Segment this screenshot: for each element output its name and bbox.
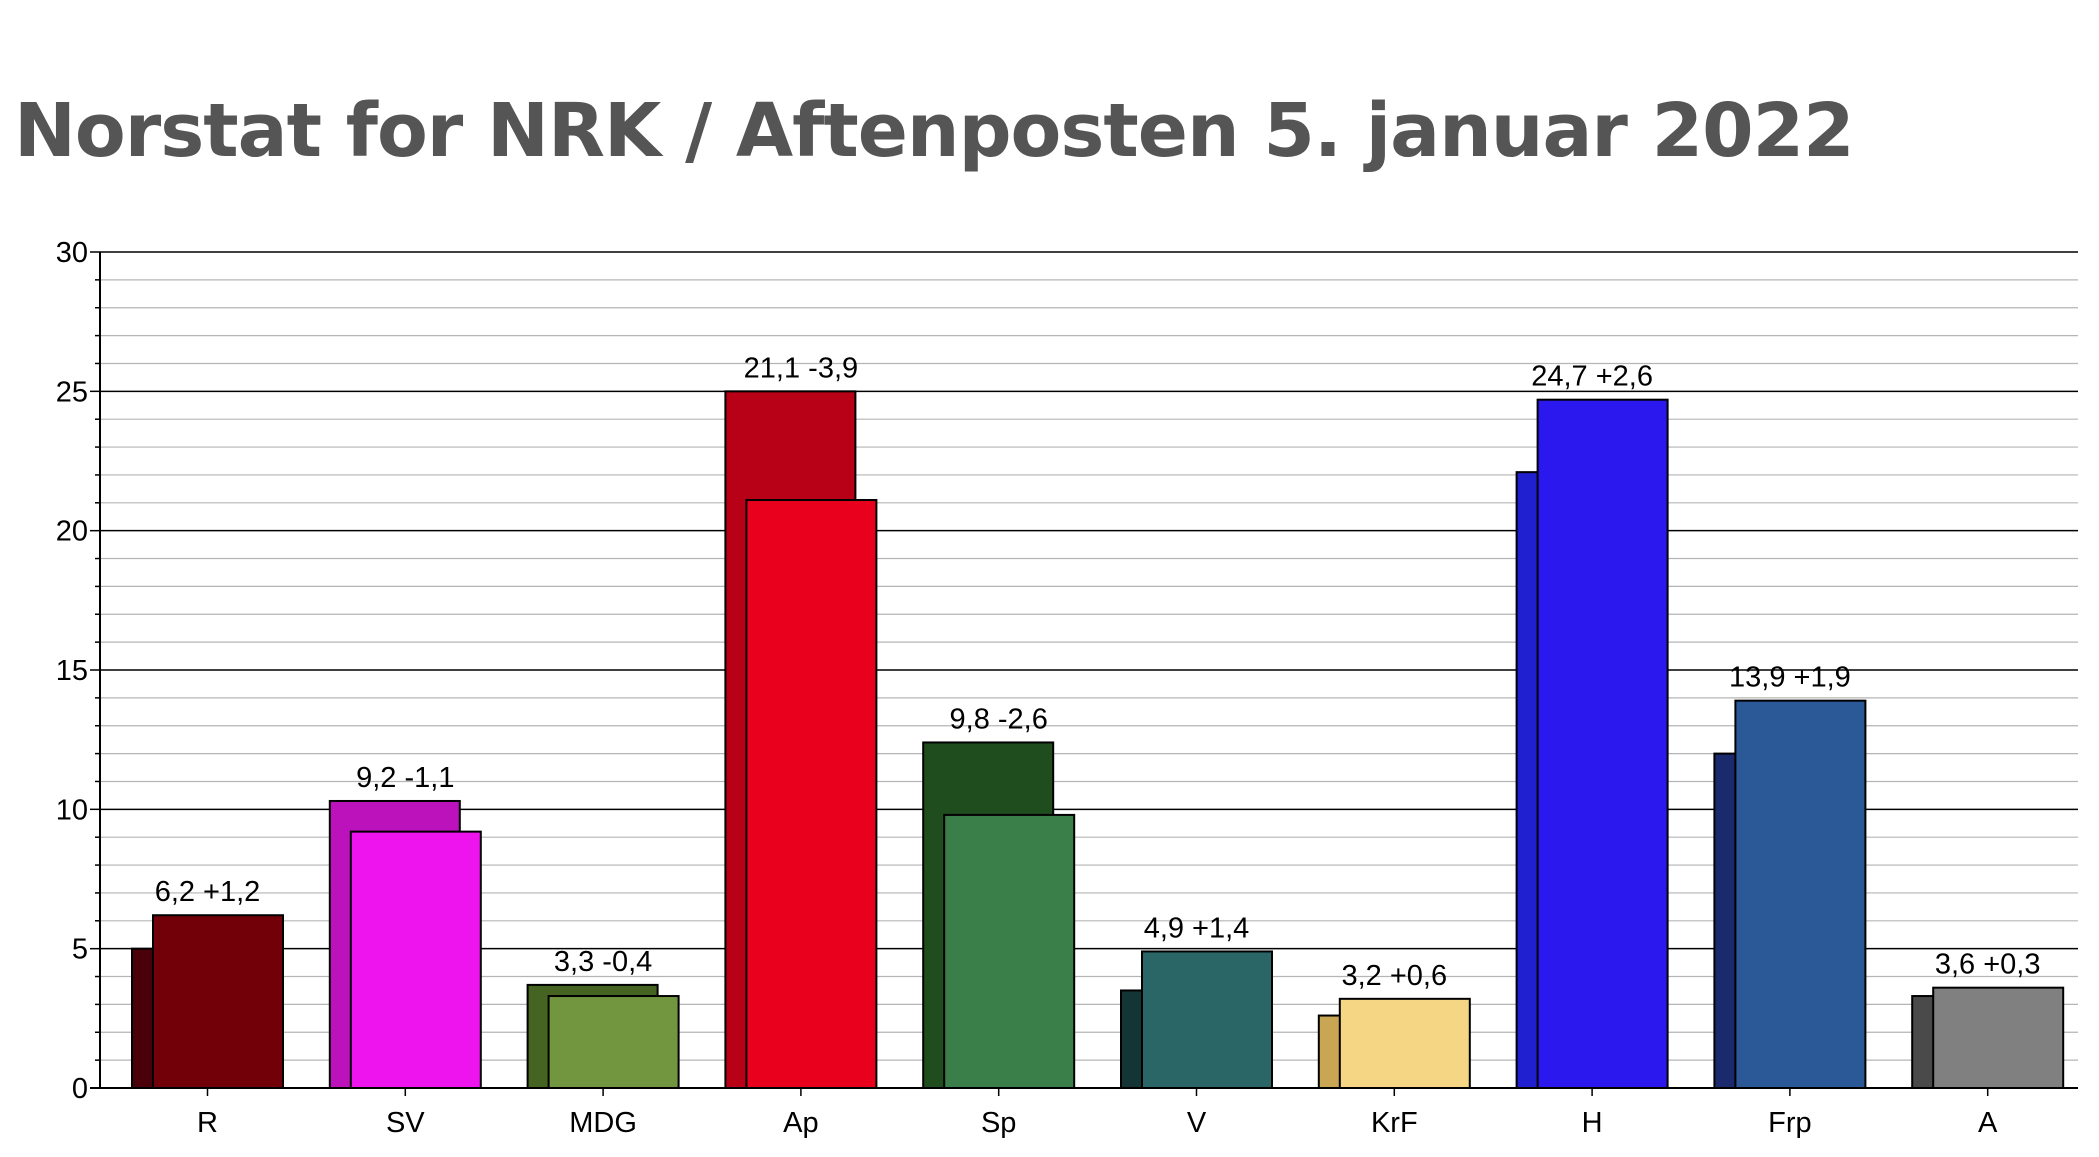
category-label-mdg: MDG [569,1107,637,1139]
bar-current-h [1536,398,1669,1089]
y-tick-label: 5 [72,934,88,966]
category-label-v: V [1187,1107,1207,1139]
data-label-sp: 9,8 -2,6 [950,703,1048,735]
category-label-ap: Ap [783,1107,818,1139]
category-label-krf: KrF [1371,1107,1418,1139]
bar-current-mdg [547,995,680,1089]
category-label-sp: Sp [981,1107,1016,1139]
bar-current-a [1932,986,2065,1089]
chart-title: Norstat for NRK / Aftenposten 5. januar … [14,88,1855,174]
data-label-r: 6,2 +1,2 [155,876,261,908]
data-label-h: 24,7 +2,6 [1531,361,1653,393]
bar-current-sv [349,830,482,1089]
bars [131,390,2065,1090]
axes [90,251,2078,1096]
data-label-mdg: 3,3 -0,4 [554,946,652,978]
bar-current-v [1141,950,1273,1089]
bar-current-sp [943,813,1076,1089]
data-label-a: 3,6 +0,3 [1935,949,2041,981]
y-tick-label: 10 [56,794,88,826]
data-label-krf: 3,2 +0,6 [1341,960,1447,992]
bar-current-ap [745,499,878,1090]
category-label-r: R [197,1107,218,1139]
data-label-ap: 21,1 -3,9 [744,352,858,384]
y-tick-label: 15 [56,655,88,687]
bar-current-krf [1338,997,1471,1089]
category-label-a: A [1978,1107,1998,1139]
data-label-v: 4,9 +1,4 [1144,912,1250,944]
y-tick-label: 25 [56,376,88,408]
y-tick-label: 20 [56,516,88,548]
data-label-frp: 13,9 +1,9 [1729,662,1851,694]
category-label-frp: Frp [1768,1107,1812,1139]
y-tick-label: 0 [72,1073,88,1105]
category-label-h: H [1582,1107,1603,1139]
labels: 0 5 10 15 20 25 30 6,2 +1,2 R 9,2 -1,1 SV 3,3 -0,4 M… [56,237,2041,1139]
data-label-sv: 9,2 -1,1 [356,762,454,794]
bar-current-r [152,914,284,1090]
bar-current-frp [1734,699,1867,1089]
category-label-sv: SV [386,1107,425,1139]
y-tick-label: 30 [56,237,88,269]
